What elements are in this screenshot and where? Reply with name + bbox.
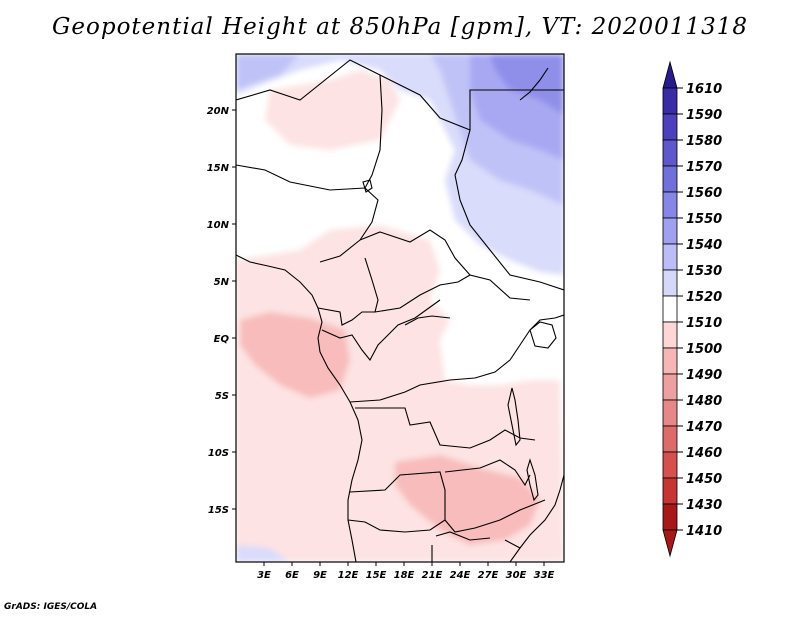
lake-tanganyika	[507, 387, 521, 447]
lat-label-10s: 10S	[208, 448, 229, 459]
red-sea-coast	[519, 67, 549, 101]
lake-malawi	[526, 458, 539, 502]
colorbar-label: 1550	[686, 212, 722, 227]
colorbar-label: 1500	[686, 342, 722, 357]
colorbar-label: 1480	[686, 394, 722, 409]
colorbar-segment	[662, 87, 678, 115]
colorbar-label: 1450	[686, 472, 722, 487]
colorbar-segment	[662, 451, 678, 479]
colorbar-segment	[662, 191, 678, 219]
longitude-ticks: 3E 6E 9E 12E 15E 18E 21E 24E 27E 30E 33E	[257, 562, 555, 581]
colorbar-label: 1580	[686, 134, 722, 149]
shade-1510-east	[440, 280, 564, 385]
colorbar-segment	[662, 165, 678, 193]
colorbar-segment	[662, 269, 678, 297]
colorbar-segment	[662, 347, 678, 375]
lon-label-27e: 27E	[478, 570, 499, 581]
colorbar-label: 1610	[686, 82, 722, 97]
lon-label-18e: 18E	[394, 570, 415, 581]
chart-title: Geopotential Height at 850hPa [gpm], VT:…	[52, 14, 748, 40]
shade-1490-south	[395, 455, 540, 545]
lon-label-21e: 21E	[422, 570, 443, 581]
colorbar-label: 1570	[686, 160, 722, 175]
colorbar-segment	[662, 373, 678, 401]
lon-label-33e: 33E	[534, 570, 555, 581]
lat-label-15s: 15S	[208, 505, 229, 516]
country-borders	[236, 59, 564, 562]
lon-label-15e: 15E	[366, 570, 387, 581]
colorbar-label: 1530	[686, 264, 722, 279]
lat-label-eq: EQ	[214, 334, 230, 345]
colorbar-segment	[662, 139, 678, 167]
colorbar-label: 1410	[686, 524, 722, 539]
shade-1520-sw	[236, 545, 290, 562]
colorbar-label: 1470	[686, 420, 722, 435]
colorbar-label: 1490	[686, 368, 722, 383]
lat-label-10n: 10N	[207, 220, 230, 231]
lon-label-9e: 9E	[313, 570, 327, 581]
shade-1490-west	[240, 312, 350, 398]
lon-label-6e: 6E	[285, 570, 299, 581]
colorbar-label: 1540	[686, 238, 722, 253]
colorbar-segment	[662, 503, 678, 531]
lake-river-congo	[404, 315, 451, 326]
colorbar-segment	[662, 321, 678, 349]
lon-label-30e: 30E	[506, 570, 527, 581]
colorbar-segment	[662, 295, 678, 323]
colorbar-triangle-top	[662, 60, 678, 89]
lon-label-12e: 12E	[338, 570, 359, 581]
colorbar-label: 1590	[686, 108, 722, 123]
lake-lake-chad	[362, 179, 373, 193]
colorbar-segment	[662, 243, 678, 271]
shade-1500-north	[265, 70, 400, 150]
shade-1550	[490, 54, 564, 115]
shade-1530-nw	[236, 54, 300, 90]
lat-label-20n: 20N	[207, 106, 230, 117]
colorbar-segment	[662, 113, 678, 141]
colorbar-triangle-bottom	[662, 529, 678, 558]
lake-victoria	[529, 321, 557, 349]
map-frame	[235, 53, 565, 563]
colorbar-segment	[662, 477, 678, 505]
latitude-ticks: 20N 15N 10N 5N EQ 5S 10S 15S	[207, 106, 236, 516]
colorbar-label: 1460	[686, 446, 722, 461]
grads-credit: GrADS: IGES/COLA	[4, 602, 98, 612]
colorbar-label: 1510	[686, 316, 722, 331]
colorbar-label: 1520	[686, 290, 722, 305]
lon-label-24e: 24E	[450, 570, 471, 581]
colorbar-segment	[662, 399, 678, 427]
colorbar-segment	[662, 425, 678, 453]
colorbar-label: 1430	[686, 498, 722, 513]
lat-label-5n: 5N	[214, 277, 230, 288]
colorbar-segment	[662, 217, 678, 245]
colorbar: 1610 1590 1580 1570 1560 1550 1540 1530 1520 1510…	[662, 60, 722, 558]
lat-label-15n: 15N	[207, 163, 230, 174]
lat-label-5s: 5S	[215, 391, 229, 402]
coastline-west-africa	[236, 254, 363, 562]
lon-label-3e: 3E	[257, 570, 271, 581]
colorbar-label: 1560	[686, 186, 722, 201]
